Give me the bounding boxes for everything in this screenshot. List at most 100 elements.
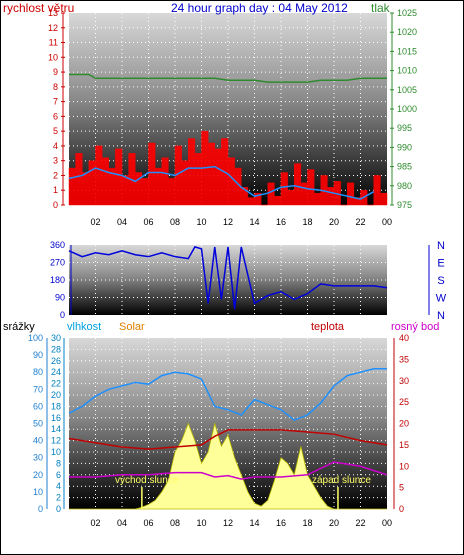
wind-tick-label: 12 — [48, 23, 58, 33]
humidity-scale-tick-label: 4 — [56, 481, 61, 491]
wind-tick-label: 5 — [53, 126, 58, 136]
compass-tick-label: W — [436, 293, 447, 305]
temperature-tick-label: 15 — [399, 440, 409, 450]
x-tick-label: 14 — [249, 518, 259, 528]
rain-tick-label: 90 — [33, 350, 43, 360]
pressure-tick-label: 980 — [397, 181, 412, 191]
rain-tick-label: 20 — [33, 470, 43, 480]
humidity-axis-title: vlhkost — [67, 321, 102, 333]
x-tick-label: 14 — [249, 217, 259, 227]
direction-panel-bg — [69, 245, 387, 315]
humidity-scale-tick-label: 12 — [51, 436, 61, 446]
rain-tick-label: 30 — [33, 453, 43, 463]
x-tick-label: 00 — [382, 217, 392, 227]
x-tick-label: 18 — [302, 518, 312, 528]
temperature-tick-label: 10 — [399, 461, 409, 471]
sunset-annotation: západ slunce — [312, 475, 371, 486]
wind-tick-label: 10 — [48, 52, 58, 62]
x-tick-label: 10 — [196, 217, 206, 227]
humidity-scale-tick-label: 28 — [51, 344, 61, 354]
humidity-scale-tick-label: 18 — [51, 401, 61, 411]
x-tick-label: 20 — [329, 217, 339, 227]
solar-area — [69, 421, 387, 510]
compass-tick-label: N — [437, 240, 445, 252]
x-tick-label: 16 — [276, 217, 286, 227]
x-tick-label: 06 — [143, 217, 153, 227]
wind-axis-title: rychlost větru — [3, 1, 75, 15]
dewpoint-title: rosný bod — [391, 321, 440, 333]
pressure-tick-label: 975 — [397, 200, 412, 210]
humidity-scale-tick-label: 2 — [56, 493, 61, 503]
rain-tick-label: 100 — [28, 333, 43, 343]
wind-average-line — [68, 165, 375, 200]
humidity-scale-tick-label: 0 — [56, 504, 61, 514]
wind-tick-label: 9 — [53, 67, 58, 77]
direction-tick-label: 90 — [55, 293, 65, 303]
wind-tick-label: 13 — [48, 8, 58, 18]
temperature-title: teplota — [311, 321, 345, 333]
temperature-tick-label: 0 — [399, 504, 404, 514]
pressure-axis-title: tlak — [371, 1, 390, 15]
humidity-scale-tick-label: 14 — [51, 424, 61, 434]
humidity-scale-tick-label: 6 — [56, 470, 61, 480]
wind-speed-area — [68, 130, 388, 206]
direction-tick-label: 360 — [50, 240, 65, 250]
x-tick-label: 02 — [90, 518, 100, 528]
humidity-scale-tick-label: 8 — [56, 458, 61, 468]
pressure-tick-label: 1005 — [397, 85, 417, 95]
pressure-tick-label: 995 — [397, 123, 412, 133]
wind-tick-label: 11 — [49, 38, 58, 48]
rain-tick-label: 10 — [33, 487, 43, 497]
pressure-tick-label: 1025 — [397, 8, 417, 18]
direction-line — [68, 246, 388, 310]
rain-tick-label: 50 — [33, 419, 43, 429]
rain-tick-label: 60 — [33, 401, 43, 411]
rain-axis-title: srážky — [3, 321, 35, 333]
pressure-line — [69, 73, 387, 83]
compass-tick-label: N — [437, 310, 445, 322]
direction-tick-label: 180 — [50, 275, 65, 285]
direction-tick-label: 0 — [60, 310, 65, 320]
x-tick-label: 12 — [223, 217, 233, 227]
rain-tick-label: 70 — [33, 384, 43, 394]
wind-tick-label: 6 — [53, 111, 58, 121]
chart-title: 24 hour graph day : 04 May 2012 — [171, 1, 348, 15]
rain-tick-label: 80 — [33, 367, 43, 377]
wind-tick-label: 0 — [53, 200, 58, 210]
humidity-scale-tick-label: 16 — [51, 413, 61, 423]
x-tick-label: 10 — [196, 518, 206, 528]
temperature-tick-label: 25 — [399, 397, 409, 407]
temperature-tick-label: 20 — [399, 419, 409, 429]
wind-tick-label: 7 — [53, 97, 58, 107]
x-tick-label: 16 — [276, 518, 286, 528]
x-tick-label: 02 — [90, 217, 100, 227]
temperature-tick-label: 30 — [399, 376, 409, 386]
temperature-line — [68, 429, 388, 450]
humidity-scale-tick-label: 30 — [51, 333, 61, 343]
compass-tick-label: S — [437, 275, 444, 287]
humidity-scale-tick-label: 26 — [51, 356, 61, 366]
dewpoint-line — [69, 461, 388, 480]
temperature-tick-label: 5 — [399, 483, 404, 493]
wind-tick-label: 8 — [53, 82, 58, 92]
x-tick-label: 12 — [223, 518, 233, 528]
wind-tick-label: 3 — [53, 156, 58, 166]
x-tick-label: 22 — [355, 217, 365, 227]
x-tick-label: 04 — [117, 217, 127, 227]
x-tick-label: 22 — [355, 518, 365, 528]
wind-tick-label: 2 — [53, 170, 58, 180]
x-tick-label: 08 — [170, 518, 180, 528]
x-tick-label: 00 — [382, 518, 392, 528]
humidity-scale-tick-label: 22 — [51, 379, 61, 389]
humidity-scale-tick-label: 20 — [51, 390, 61, 400]
pressure-tick-label: 1000 — [397, 104, 417, 114]
x-tick-label: 06 — [143, 518, 153, 528]
direction-tick-label: 270 — [50, 258, 65, 268]
rain-tick-label: 0 — [38, 504, 43, 514]
temperature-tick-label: 35 — [399, 354, 409, 364]
pressure-tick-label: 990 — [397, 142, 412, 152]
compass-tick-label: E — [437, 258, 444, 270]
pressure-tick-label: 1010 — [397, 66, 417, 76]
